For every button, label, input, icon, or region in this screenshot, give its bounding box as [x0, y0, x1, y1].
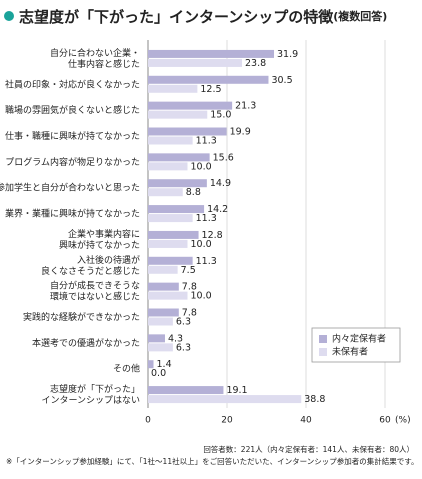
x-tick-label: 20	[221, 416, 233, 426]
bar	[148, 58, 243, 67]
value-label: 12.8	[202, 230, 223, 241]
category-label: 仕事内容と感じた	[68, 58, 140, 70]
value-label: 6.3	[176, 317, 191, 328]
category-label: 仕事・職種に興味が持てなかった	[5, 130, 140, 142]
category-label: 職場の雰囲気が良くないと感じた	[5, 104, 140, 116]
category-label: 入社後の待遇が	[77, 254, 140, 266]
category-label: 企業や事業内容に	[68, 228, 140, 240]
bar	[148, 162, 188, 171]
x-unit: (%)	[395, 416, 411, 426]
legend-swatch	[319, 335, 327, 343]
title-group: 志望度が「下がった」インターンシップの特徴(複数回答)	[19, 8, 387, 26]
bar	[148, 101, 233, 110]
bar	[148, 214, 193, 223]
legend-label: 内々定保有者	[332, 333, 386, 345]
bar	[148, 282, 179, 291]
value-label: 19.1	[226, 385, 247, 396]
value-label: 14.2	[207, 204, 228, 215]
bar	[148, 49, 275, 58]
bar	[148, 256, 193, 265]
category-label: 本選考での優遇がなかった	[32, 337, 140, 349]
value-label: 15.6	[213, 152, 234, 163]
category-label: 志望度が「下がった」	[50, 383, 140, 395]
category-label: インターンシップはない	[41, 395, 140, 406]
bar	[148, 136, 193, 145]
bar	[148, 110, 208, 119]
x-tick-label: 0	[145, 416, 151, 426]
value-label: 7.8	[182, 308, 197, 319]
chart-subtitle: (複数回答)	[333, 9, 387, 23]
value-label: 10.0	[191, 161, 212, 172]
bar	[148, 179, 207, 188]
title-dot	[4, 11, 14, 21]
x-tick-label: 40	[300, 416, 312, 426]
value-label: 7.8	[182, 282, 197, 293]
value-label: 11.3	[196, 256, 217, 267]
value-label: 38.8	[304, 394, 325, 405]
bar	[148, 395, 302, 404]
value-label: 30.5	[271, 75, 292, 86]
value-label: 7.5	[181, 265, 196, 276]
value-label: 6.3	[176, 342, 191, 353]
bar	[148, 127, 227, 136]
value-label: 0.0	[151, 368, 166, 379]
bar	[148, 205, 205, 214]
legend-label: 未保有者	[332, 346, 368, 358]
value-label: 15.0	[210, 110, 231, 121]
legend-swatch	[319, 348, 327, 356]
value-label: 11.3	[196, 213, 217, 224]
x-tick-label: 60	[379, 416, 391, 426]
category-label: 良くなさそうだと感じた	[41, 265, 140, 277]
category-label: 社員の印象・対応が良くなかった	[5, 78, 140, 90]
category-label: 実践的な経験ができなかった	[23, 311, 140, 323]
category-label: 自分に合わない企業・	[50, 47, 140, 59]
chart-title: 志望度が「下がった」インターンシップの特徴	[19, 8, 334, 26]
category-label: 自分が成長できそうな	[50, 280, 140, 292]
bar	[148, 343, 173, 352]
value-label: 23.8	[245, 58, 266, 69]
bar	[148, 230, 199, 239]
legend-box	[311, 327, 401, 363]
bar	[148, 239, 188, 248]
bar	[148, 334, 165, 343]
category-label: 環境ではないと感じた	[50, 291, 140, 303]
category-label: プログラム内容が物足りなかった	[5, 156, 140, 168]
category-label: 興味が持てなかった	[59, 239, 140, 251]
bar	[148, 386, 224, 395]
bar	[148, 265, 178, 274]
value-label: 1.4	[157, 359, 172, 370]
value-label: 14.9	[210, 178, 231, 189]
footnote: ※「インターンシップ参加経験」にて、「1社～11社以上」をご回答いただいた、イン…	[6, 456, 418, 466]
value-label: 21.3	[235, 101, 256, 112]
bar	[148, 84, 198, 93]
category-label: 業界・業種に興味が持てなかった	[5, 208, 140, 220]
bar	[148, 75, 269, 84]
footnote: 回答者数：221人（内々定保有者：141人、未保有者：80人）	[203, 444, 414, 454]
value-label: 19.9	[230, 127, 251, 138]
value-label: 8.8	[186, 187, 201, 198]
value-label: 11.3	[196, 136, 217, 147]
bar	[148, 360, 154, 369]
bar	[148, 153, 210, 162]
category-label: 参加学生と自分が合わないと思った	[0, 182, 140, 194]
bar	[148, 291, 188, 300]
category-label: その他	[113, 363, 140, 375]
bar	[148, 317, 173, 326]
value-label: 10.0	[191, 239, 212, 250]
value-label: 31.9	[277, 49, 298, 60]
value-label: 12.5	[200, 84, 221, 95]
value-label: 4.3	[168, 333, 183, 344]
bar	[148, 188, 183, 197]
bar	[148, 308, 179, 317]
value-label: 10.0	[191, 291, 212, 302]
